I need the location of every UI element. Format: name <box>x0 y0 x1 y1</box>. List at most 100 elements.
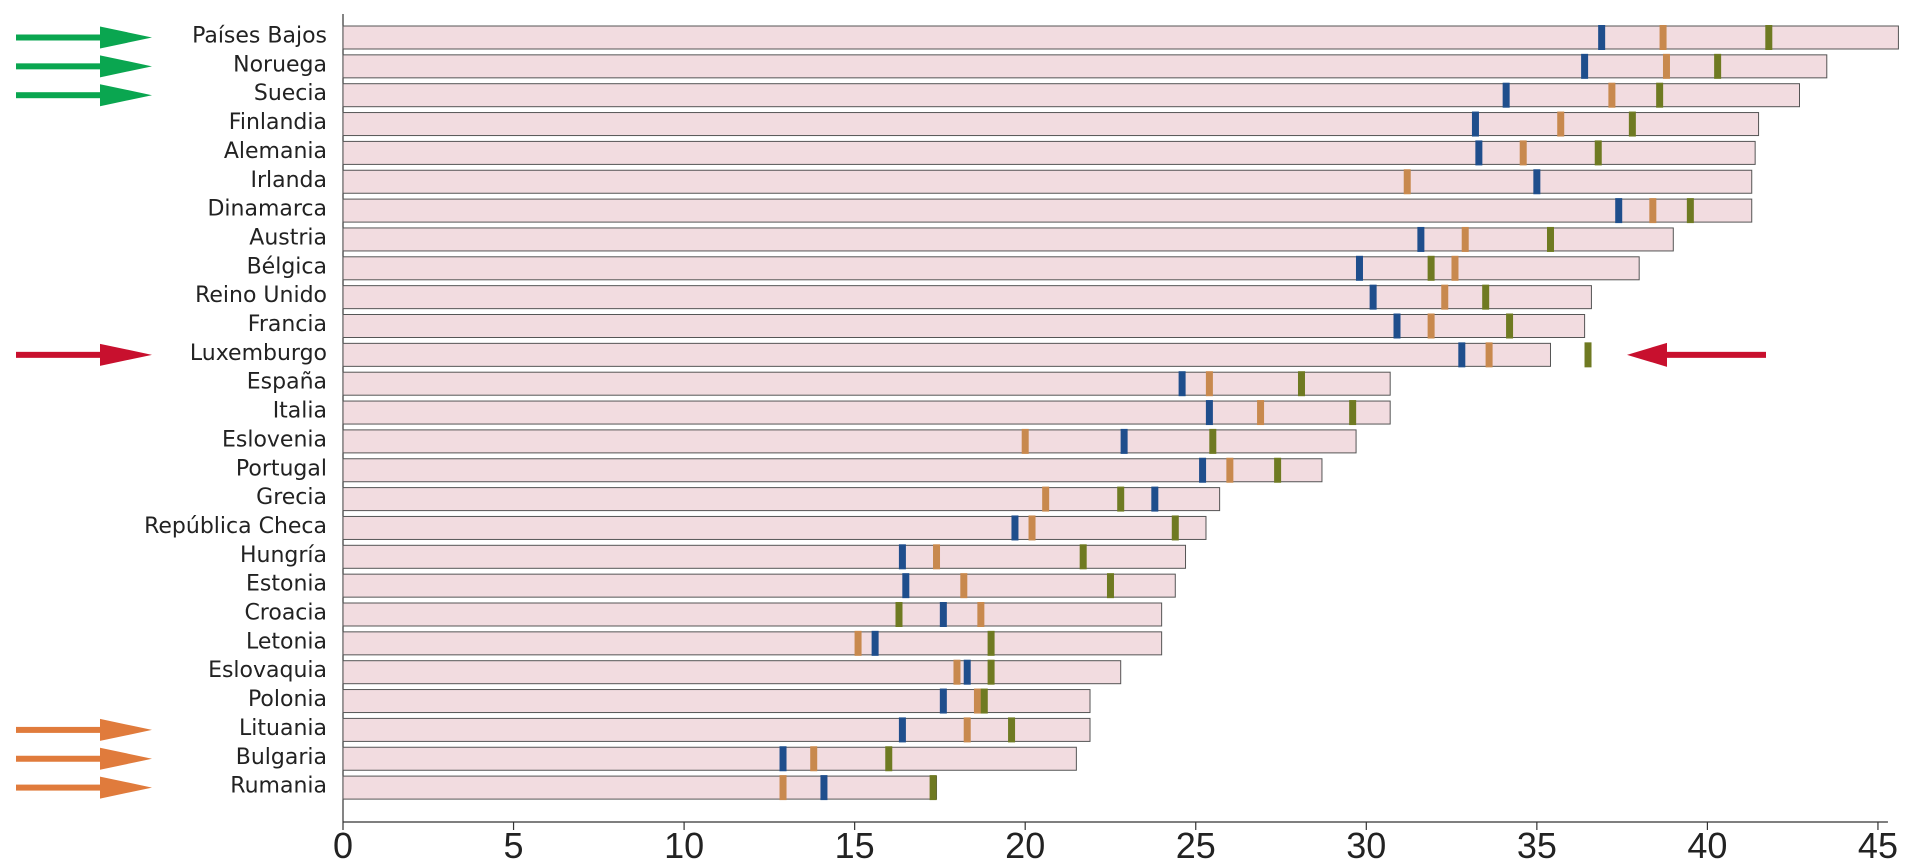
bar-italia <box>342 400 1391 425</box>
marker-blue-letonia <box>871 630 879 656</box>
category-label-lituania: Lituania <box>239 716 327 741</box>
marker-blue-polonia <box>939 688 947 714</box>
marker-orange-espana <box>1205 371 1213 397</box>
marker-blue-luxemburgo <box>1458 342 1466 368</box>
marker-blue-eslovaquia <box>963 659 971 685</box>
category-label-estonia: Estonia <box>246 572 327 597</box>
marker-blue-noruega <box>1581 53 1589 79</box>
marker-blue-lituania <box>898 717 906 743</box>
marker-olive-grecia <box>1117 486 1125 512</box>
marker-olive-belgica <box>1427 255 1435 281</box>
category-label-eslovaquia: Eslovaquia <box>208 658 327 683</box>
marker-orange-belgica <box>1451 255 1459 281</box>
bar-francia <box>342 314 1586 338</box>
arrow-left-bulgaria <box>16 747 152 770</box>
marker-orange-alemania <box>1519 140 1527 166</box>
marker-blue-republica-checa <box>1011 515 1019 541</box>
arrow-left-lituania <box>16 718 152 741</box>
category-label-bulgaria: Bulgaria <box>236 745 327 770</box>
category-label-francia: Francia <box>248 312 327 337</box>
marker-olive-espana <box>1297 371 1305 397</box>
marker-orange-eslovaquia <box>953 659 961 685</box>
marker-blue-espana <box>1178 371 1186 397</box>
arrow-right-luxemburgo <box>1627 342 1766 367</box>
bar-dinamarca <box>342 198 1753 223</box>
category-label-portugal: Portugal <box>236 456 327 481</box>
marker-blue-rumania <box>820 775 828 801</box>
marker-orange-dinamarca <box>1649 198 1657 224</box>
marker-blue-bulgaria <box>779 746 787 772</box>
marker-blue-reino-unido <box>1369 284 1377 310</box>
marker-blue-hungria <box>898 544 906 570</box>
category-label-letonia: Letonia <box>246 629 327 654</box>
marker-blue-italia <box>1205 400 1213 426</box>
marker-blue-paises-bajos <box>1598 25 1606 50</box>
marker-blue-croacia <box>939 602 947 627</box>
marker-blue-eslovenia <box>1120 428 1128 454</box>
bar-republica-checa <box>342 515 1207 540</box>
x-tick-label: 25 <box>1176 825 1216 865</box>
marker-olive-eslovaquia <box>987 659 995 685</box>
category-label-republica-checa: República Checa <box>144 514 327 539</box>
marker-blue-alemania <box>1475 140 1483 166</box>
category-label-hungria: Hungría <box>240 543 327 568</box>
marker-olive-estonia <box>1106 573 1114 599</box>
marker-olive-croacia <box>895 602 903 627</box>
x-tick-label: 0 <box>333 825 353 865</box>
bar-polonia <box>342 689 1091 714</box>
bar-irlanda <box>342 169 1753 194</box>
category-labels: Países Bajos Noruega Suecia Finlandia Aleman… <box>144 24 327 799</box>
marker-orange-reino-unido <box>1441 284 1449 310</box>
x-tick-label: 35 <box>1517 825 1557 865</box>
marker-orange-hungria <box>933 544 941 570</box>
category-label-espana: España <box>247 370 327 395</box>
marker-olive-lituania <box>1008 717 1016 743</box>
marker-olive-noruega <box>1714 53 1722 79</box>
category-label-luxemburgo: Luxemburgo <box>190 341 327 366</box>
bar-grecia <box>342 487 1221 512</box>
marker-orange-irlanda <box>1403 169 1411 195</box>
marker-orange-eslovenia <box>1021 428 1029 454</box>
marker-blue-grecia <box>1151 486 1159 512</box>
bar-espana <box>342 371 1391 396</box>
category-label-dinamarca: Dinamarca <box>207 197 327 222</box>
marker-olive-dinamarca <box>1686 198 1694 224</box>
marker-olive-hungria <box>1079 544 1087 570</box>
x-tick-label: 10 <box>664 825 704 865</box>
bar-eslovenia <box>342 429 1357 454</box>
marker-orange-rumania <box>779 775 787 801</box>
marker-blue-irlanda <box>1533 169 1541 195</box>
bar-lituania <box>342 717 1091 742</box>
category-label-alemania: Alemania <box>224 139 327 164</box>
marker-orange-noruega <box>1662 53 1670 79</box>
marker-olive-paises-bajos <box>1765 25 1773 50</box>
marker-olive-rumania <box>929 775 937 801</box>
arrow-left-suecia <box>16 84 152 107</box>
marker-blue-dinamarca <box>1615 198 1623 224</box>
bar-hungria <box>342 544 1187 569</box>
marker-orange-bulgaria <box>810 746 818 772</box>
bar-suecia <box>342 83 1800 108</box>
bar-alemania <box>342 140 1756 165</box>
category-label-finlandia: Finlandia <box>229 110 327 135</box>
bar-belgica <box>342 256 1640 281</box>
bar-noruega <box>342 54 1828 79</box>
arrow-left-rumania <box>16 776 152 799</box>
category-label-irlanda: Irlanda <box>250 168 327 193</box>
x-tick-label: 5 <box>504 825 524 865</box>
category-label-polonia: Polonia <box>248 687 327 712</box>
marker-orange-austria <box>1461 226 1469 252</box>
marker-orange-republica-checa <box>1028 515 1036 541</box>
arrow-left-noruega <box>16 55 152 78</box>
x-tick-label: 30 <box>1346 825 1386 865</box>
x-tick-label: 45 <box>1858 825 1898 865</box>
marker-olive-polonia <box>980 688 988 714</box>
marker-olive-suecia <box>1656 82 1664 108</box>
category-label-noruega: Noruega <box>233 52 327 77</box>
marker-orange-portugal <box>1226 457 1234 483</box>
marker-blue-suecia <box>1502 82 1510 108</box>
category-label-reino-unido: Reino Unido <box>195 283 327 308</box>
category-label-croacia: Croacia <box>244 601 327 626</box>
marker-blue-belgica <box>1355 255 1363 281</box>
